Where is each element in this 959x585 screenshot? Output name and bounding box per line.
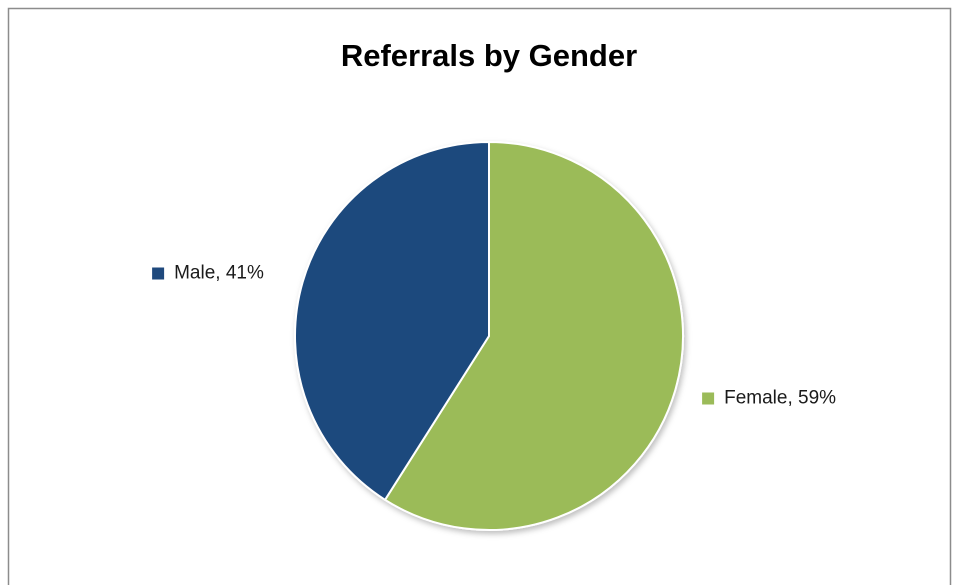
chart-title: Referrals by Gender xyxy=(341,38,637,73)
data-label: Female, 59% xyxy=(724,388,836,409)
pie xyxy=(294,140,684,531)
pie-slice xyxy=(383,140,684,531)
label-key xyxy=(152,267,165,280)
pie-slice xyxy=(294,140,490,502)
label-key xyxy=(702,392,715,405)
data-label: Male, 41% xyxy=(174,263,264,284)
